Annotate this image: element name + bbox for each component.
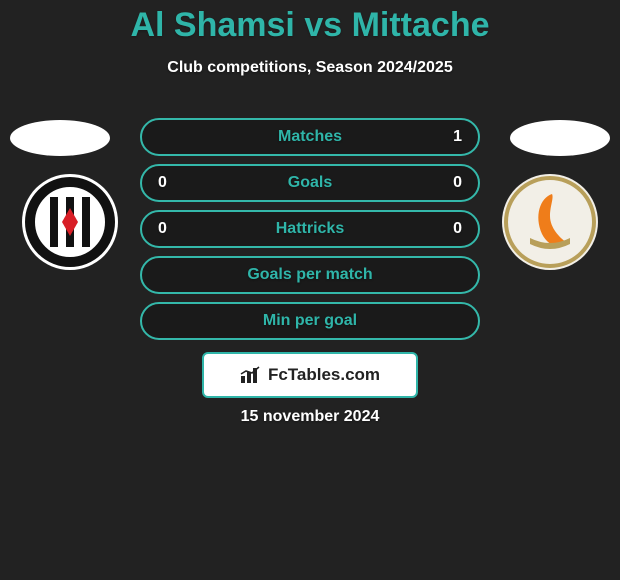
club-badge-left bbox=[20, 172, 120, 272]
stat-label: Min per goal bbox=[263, 312, 357, 330]
stat-label: Hattricks bbox=[276, 220, 344, 238]
subtitle: Club competitions, Season 2024/2025 bbox=[0, 59, 620, 77]
stat-value-right: 0 bbox=[453, 220, 462, 238]
player-left-oval bbox=[10, 120, 110, 156]
stat-row: Goals per match bbox=[140, 256, 480, 294]
stat-rows: Matches 1 Goals 0 0 Hattricks 0 0 Goals per matc… bbox=[140, 118, 480, 348]
stat-row: Goals 0 0 bbox=[140, 164, 480, 202]
stat-value-right: 1 bbox=[453, 128, 462, 146]
stat-row: Hattricks 0 0 bbox=[140, 210, 480, 248]
comparison-card: Al Shamsi vs Mittache Club competitions,… bbox=[0, 0, 620, 580]
stat-value-right: 0 bbox=[453, 174, 462, 192]
brand-badge[interactable]: FcTables.com bbox=[202, 352, 418, 398]
chart-icon bbox=[240, 366, 262, 384]
stat-label: Goals bbox=[288, 174, 332, 192]
stat-label: Matches bbox=[278, 128, 342, 146]
stat-row: Min per goal bbox=[140, 302, 480, 340]
stat-value-left: 0 bbox=[158, 220, 167, 238]
page-title: Al Shamsi vs Mittache bbox=[0, 0, 620, 45]
stat-row: Matches 1 bbox=[140, 118, 480, 156]
brand-text: FcTables.com bbox=[268, 365, 380, 385]
stat-value-left: 0 bbox=[158, 174, 167, 192]
club-badge-right bbox=[500, 172, 600, 272]
date-text: 15 november 2024 bbox=[0, 408, 620, 426]
club-badge-left-icon bbox=[20, 172, 120, 272]
stat-label: Goals per match bbox=[247, 266, 372, 284]
player-right-oval bbox=[510, 120, 610, 156]
club-badge-right-icon bbox=[500, 172, 600, 272]
